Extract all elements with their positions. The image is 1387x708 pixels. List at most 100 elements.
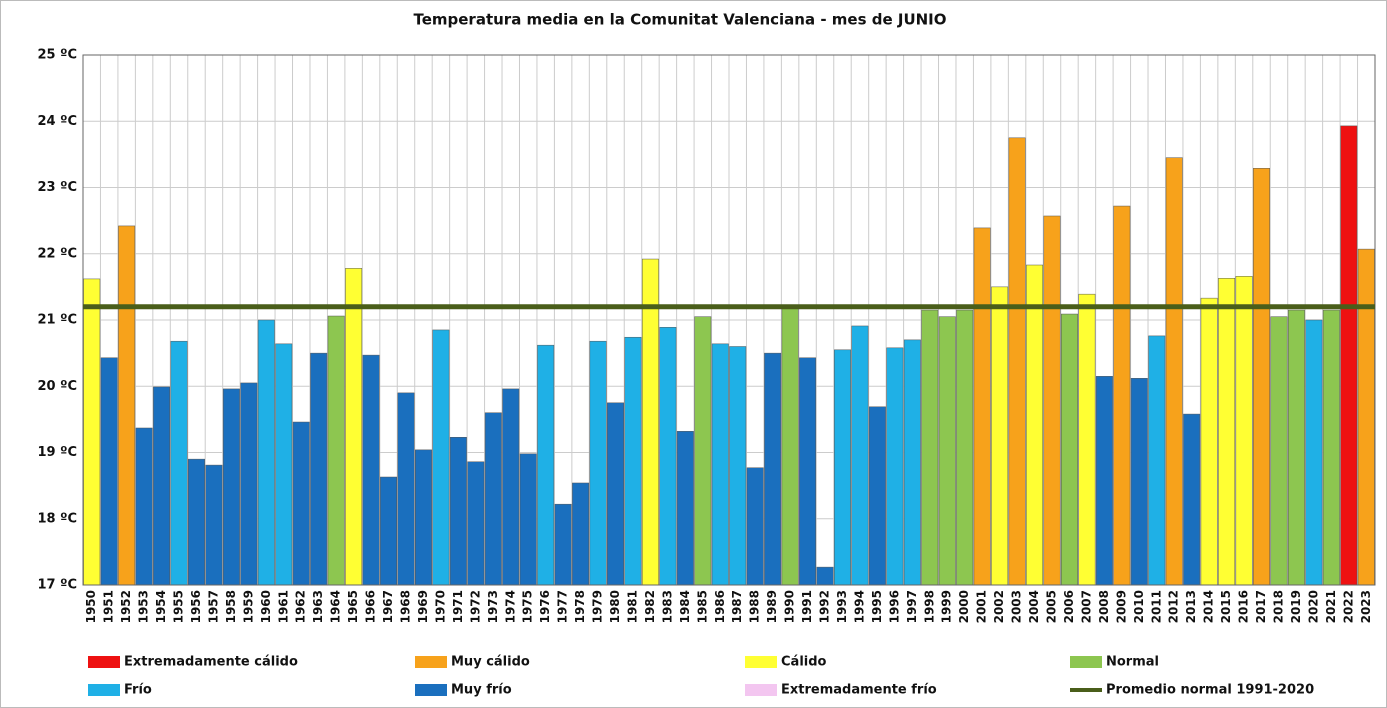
bar bbox=[240, 382, 258, 586]
x-tick-label: 1962 bbox=[294, 590, 308, 623]
x-tick-label: 1998 bbox=[922, 590, 936, 623]
x-tick-label: 1959 bbox=[241, 590, 255, 623]
x-tick-label: 1983 bbox=[660, 590, 674, 623]
bar bbox=[432, 329, 450, 586]
x-tick-label: 2023 bbox=[1359, 590, 1373, 623]
x-tick-label: 1982 bbox=[643, 590, 657, 623]
bar bbox=[624, 336, 642, 586]
x-tick-label: 1963 bbox=[311, 590, 325, 623]
x-tick-label: 1984 bbox=[678, 590, 692, 623]
legend-label: Extremadamente cálido bbox=[124, 655, 298, 670]
bar bbox=[345, 268, 363, 586]
y-tick-label: 24 ºC bbox=[38, 114, 78, 129]
bar bbox=[467, 461, 485, 586]
x-tick-label: 1966 bbox=[364, 590, 378, 623]
bar bbox=[1357, 248, 1375, 586]
x-tick-label: 1996 bbox=[887, 590, 901, 623]
x-tick-label: 1990 bbox=[783, 590, 797, 623]
x-tick-label: 1971 bbox=[451, 590, 465, 623]
bar bbox=[170, 340, 188, 586]
bar bbox=[1026, 264, 1043, 586]
x-tick-label: 1995 bbox=[870, 590, 884, 623]
bar bbox=[1322, 309, 1340, 586]
x-tick-label: 2009 bbox=[1114, 590, 1128, 623]
bar bbox=[746, 467, 764, 586]
bar bbox=[1165, 157, 1183, 586]
bar bbox=[659, 327, 677, 586]
x-tick-label: 2004 bbox=[1027, 590, 1041, 623]
bar bbox=[607, 402, 624, 586]
legend-swatch bbox=[745, 656, 777, 668]
x-tick-label: 1950 bbox=[84, 590, 98, 623]
bar bbox=[83, 278, 101, 586]
x-tick-label: 1988 bbox=[748, 590, 762, 623]
bar bbox=[711, 343, 729, 586]
x-tick-label: 2014 bbox=[1202, 590, 1216, 623]
bar bbox=[781, 307, 799, 586]
legend-label: Extremadamente frío bbox=[781, 683, 937, 698]
x-tick-label: 1985 bbox=[695, 590, 709, 623]
bar bbox=[449, 437, 467, 586]
x-tick-label: 1979 bbox=[591, 590, 605, 623]
bar bbox=[1287, 309, 1305, 586]
y-tick-label: 20 ºC bbox=[38, 379, 78, 394]
x-tick-label: 2016 bbox=[1237, 590, 1251, 623]
bar bbox=[816, 566, 834, 586]
x-tick-label: 1954 bbox=[154, 590, 168, 623]
bar bbox=[1043, 215, 1061, 586]
bar bbox=[153, 386, 171, 586]
x-tick-label: 2021 bbox=[1324, 590, 1338, 623]
chart-title: Temperatura media en la Comunitat Valenc… bbox=[413, 11, 946, 29]
bar bbox=[484, 412, 502, 586]
x-tick-label: 2000 bbox=[957, 590, 971, 623]
x-tick-label: 1960 bbox=[259, 590, 273, 623]
x-tick-label: 1956 bbox=[189, 590, 203, 623]
bar bbox=[973, 227, 991, 586]
x-tick-label: 1975 bbox=[521, 590, 535, 623]
x-tick-label: 1952 bbox=[119, 590, 133, 623]
x-tick-label: 1969 bbox=[416, 590, 430, 623]
x-tick-label: 1958 bbox=[224, 590, 238, 623]
x-tick-label: 1986 bbox=[713, 590, 727, 623]
bar bbox=[1148, 335, 1166, 586]
legend-label: Frío bbox=[124, 683, 152, 698]
bar bbox=[188, 458, 205, 586]
bar bbox=[938, 316, 956, 586]
bar bbox=[694, 316, 712, 586]
x-tick-label: 1961 bbox=[276, 590, 290, 623]
bar bbox=[1078, 293, 1096, 586]
bar bbox=[991, 286, 1009, 586]
bar bbox=[1235, 276, 1253, 586]
bar bbox=[292, 421, 310, 586]
x-tick-label: 2003 bbox=[1010, 590, 1024, 623]
bar bbox=[1270, 316, 1288, 586]
legend-swatch bbox=[88, 684, 120, 696]
bar bbox=[1095, 376, 1113, 586]
bar bbox=[1305, 319, 1323, 586]
bar bbox=[118, 225, 136, 586]
x-tick-label: 1987 bbox=[730, 590, 744, 623]
x-tick-label: 1973 bbox=[486, 590, 500, 623]
bar bbox=[1113, 205, 1131, 586]
legend-label: Muy cálido bbox=[451, 655, 530, 670]
bar bbox=[135, 427, 153, 586]
bar bbox=[764, 352, 782, 586]
x-tick-label: 2018 bbox=[1271, 590, 1285, 623]
bar bbox=[921, 309, 939, 586]
x-tick-label: 1993 bbox=[835, 590, 849, 623]
x-tick-label: 1992 bbox=[818, 590, 832, 623]
bar bbox=[1253, 168, 1270, 586]
bar bbox=[310, 352, 328, 586]
plot-border bbox=[82, 54, 1376, 586]
bar bbox=[1218, 278, 1236, 586]
bar bbox=[903, 339, 921, 586]
bar bbox=[868, 406, 886, 586]
y-tick-label: 23 ºC bbox=[38, 180, 78, 195]
x-tick-label: 1951 bbox=[102, 590, 116, 623]
x-tick-label: 1957 bbox=[206, 590, 220, 623]
bar bbox=[275, 343, 293, 586]
x-tick-label: 1974 bbox=[503, 590, 517, 623]
x-tick-label: 2008 bbox=[1097, 590, 1111, 623]
legend-label: Normal bbox=[1106, 655, 1159, 670]
